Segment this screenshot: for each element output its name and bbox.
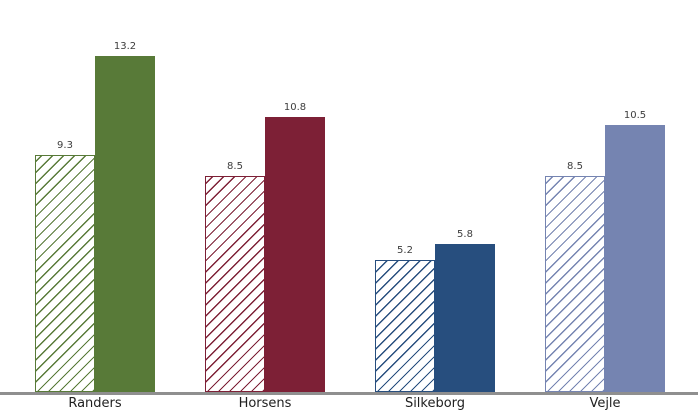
bar-hatched [375,260,435,392]
x-axis-category-label: Horsens [238,396,292,411]
bar-solid [265,117,325,392]
bar-solid [605,125,665,392]
bar-value-label: 13.2 [113,41,137,52]
bar-value-label: 5.8 [457,229,473,240]
bar-solid [435,244,495,392]
bar-solid [95,56,155,392]
bar-value-label: 8.5 [227,161,243,172]
bar-value-label: 8.5 [567,161,583,172]
bar-value-label: 10.5 [623,110,647,121]
x-axis-category-label: Silkeborg [404,396,466,411]
bar-hatched [545,176,605,392]
bar-value-label: 10.8 [283,102,307,113]
bar-value-label: 9.3 [57,140,73,151]
bar-hatched [205,176,265,392]
bar-hatched [35,155,95,392]
x-axis-line [0,392,698,395]
x-axis-category-label: Randers [68,396,122,411]
bar-value-label: 5.2 [397,245,413,256]
x-axis-category-label: Vejle [589,396,621,411]
